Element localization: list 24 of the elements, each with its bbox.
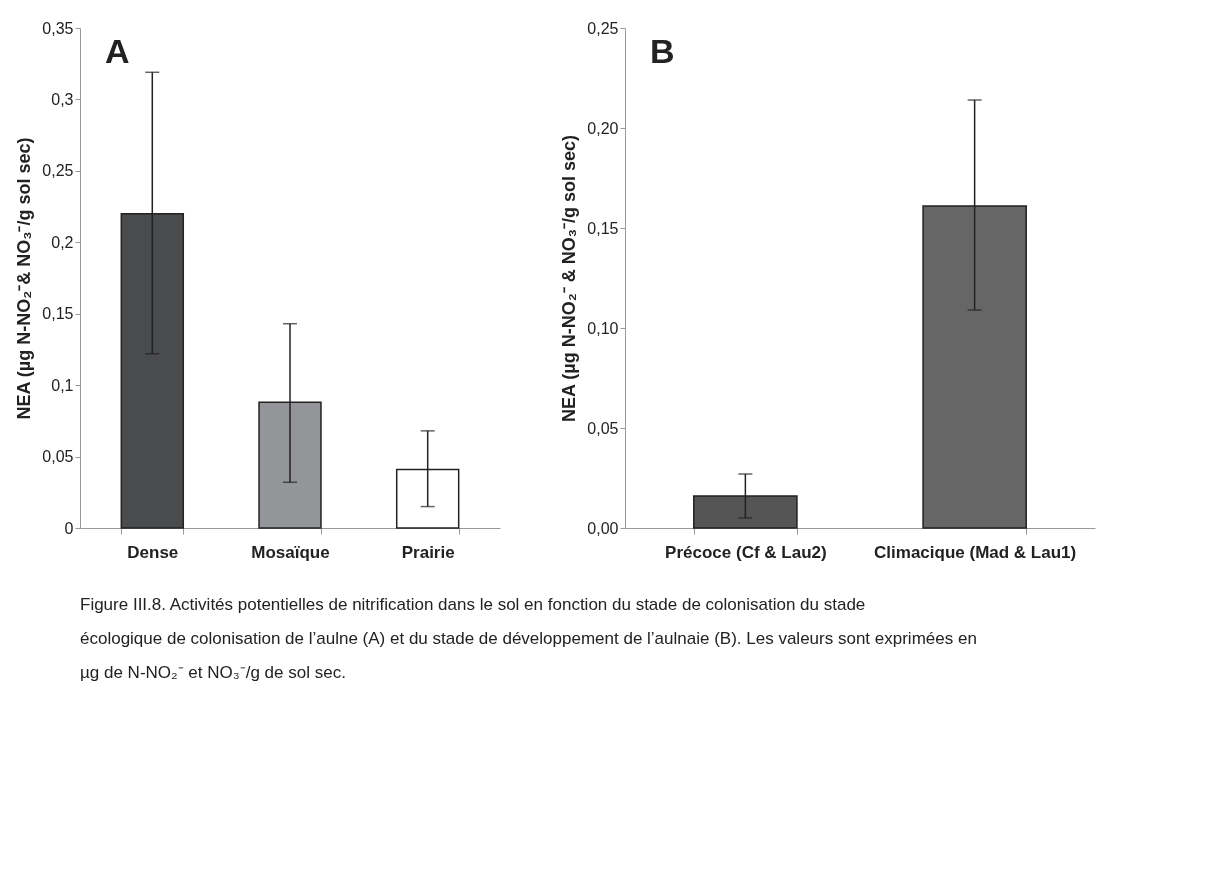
y-axis-title: NEA (µg N-NO₂⁻& NO₃⁻/g sol sec) [14,137,35,420]
y-tick-label: 0,00 [587,519,619,537]
y-tick-label: 0,15 [42,305,74,323]
y-tick-label: 0,3 [51,90,74,108]
y-tick-label: 0,2 [51,233,74,251]
y-tick-label: 0,05 [587,419,619,437]
y-tick-label: 0,1 [51,376,74,394]
y-tick-label: 0,25 [42,162,74,180]
y-tick-label: 0,15 [587,219,619,237]
y-tick-label: 0,10 [587,319,619,337]
annotation: A [105,32,130,70]
x-tick-label: Précoce (Cf & Lau2) [665,542,827,562]
y-axis-title: NEA (µg N-NO₂⁻ & NO₃⁻/g sol sec) [559,134,580,423]
x-tick-label: Mosaïque [251,542,330,562]
y-tick-label: 0,05 [42,448,74,466]
y-tick-label: 0,20 [587,119,619,137]
annotation: B [650,32,675,70]
text: Figure III.8. Activités potentielles de nitrification dans le sol en fonction du stade de colonisation du stade écologique de colonisation de l’aulne (A) et du stade de développement de l’aulnaie (B). Les valeurs sont exprimées en µg de N-NO₂⁻ et NO₃⁻/g de sol sec. [80,595,977,682]
y-tick-label: 0 [64,519,74,537]
y-tick-label: 0,25 [587,19,619,37]
y-tick-label: 0,35 [42,19,74,37]
x-tick-label: Prairie [401,542,455,562]
x-tick-label: Dense [127,542,179,562]
x-tick-label: Climacique (Mad & Lau1) [874,542,1077,562]
